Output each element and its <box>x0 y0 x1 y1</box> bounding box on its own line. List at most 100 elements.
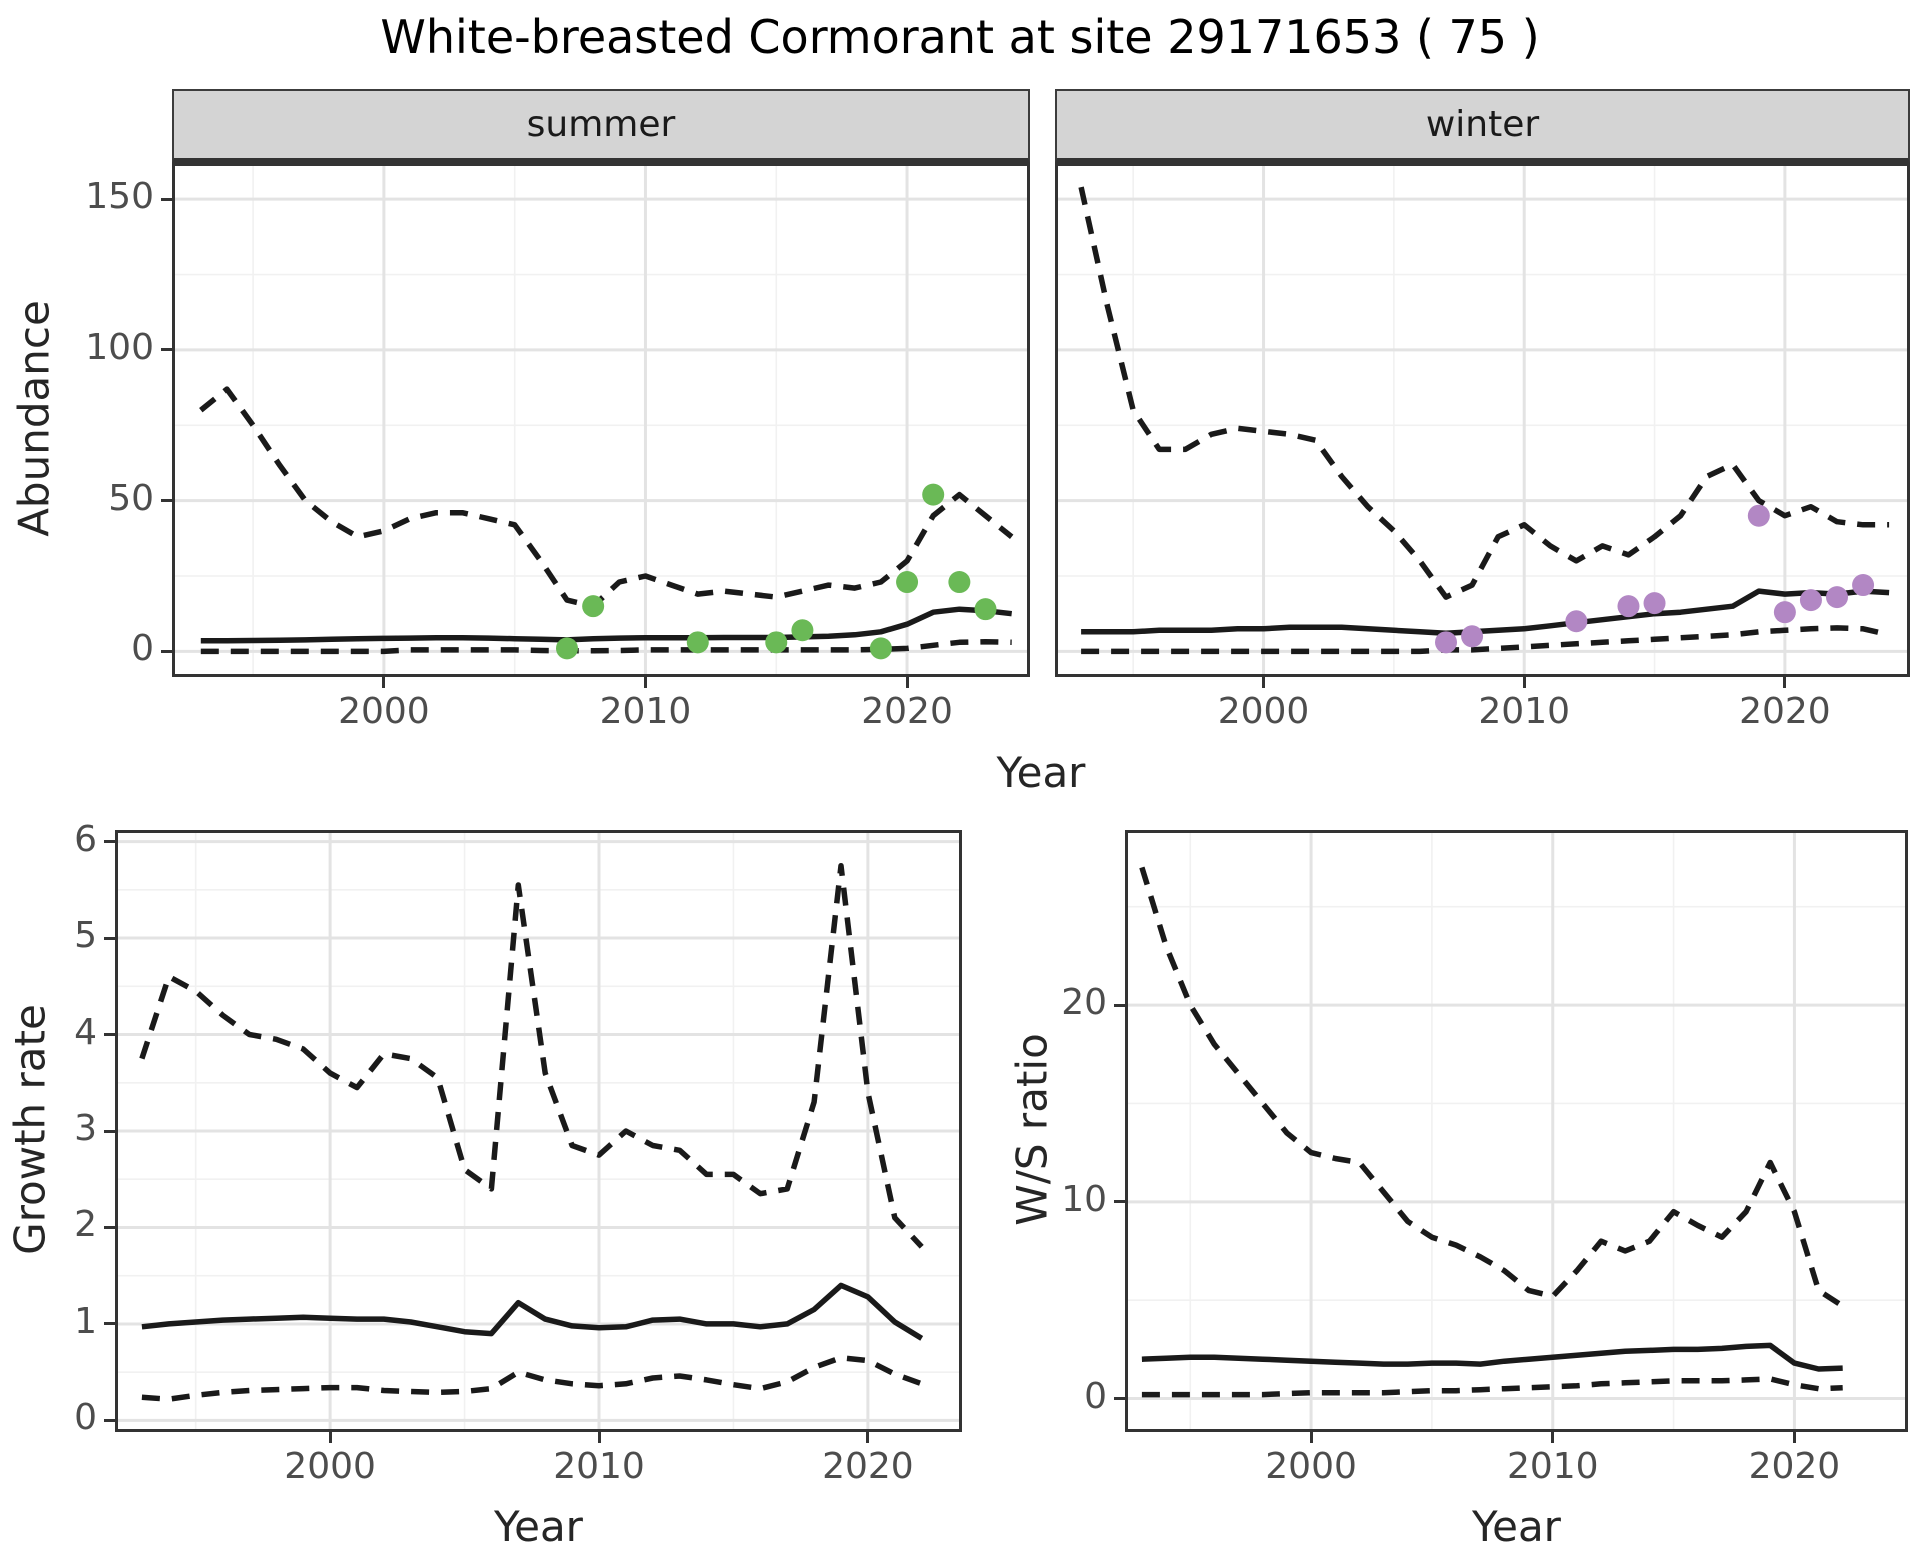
x-tick-label: 2000 <box>1265 1446 1357 1487</box>
data-point <box>922 483 945 506</box>
series-upper_95ci <box>1078 186 1890 600</box>
y-tick <box>104 1418 115 1422</box>
y-tick-label: 5 <box>74 915 97 957</box>
data-point <box>765 631 788 654</box>
panel-abundance-winter <box>1055 163 1910 677</box>
x-tick <box>1522 677 1526 688</box>
y-tick <box>104 936 115 940</box>
data-point <box>1435 631 1458 654</box>
data-point <box>555 637 578 660</box>
x-tick <box>1309 1432 1313 1443</box>
data-point <box>686 631 709 654</box>
x-tick-label: 2010 <box>599 691 692 732</box>
x-tick-label: 2020 <box>1748 1446 1841 1487</box>
chart-svg-summer <box>172 163 1030 677</box>
y-tick <box>161 197 172 201</box>
series-upper_95ci <box>1139 866 1845 1309</box>
series-upper_95ci <box>199 386 1014 609</box>
x-tick-label: 2010 <box>1478 691 1571 732</box>
facet-strip-summer: summer <box>172 89 1030 163</box>
y-tick <box>161 649 172 653</box>
data-point <box>1799 589 1822 612</box>
data-point <box>1747 504 1770 527</box>
data-point <box>896 571 919 594</box>
y-tick <box>161 348 172 352</box>
panel-growth-rate <box>115 830 962 1432</box>
y-tick <box>104 1322 115 1326</box>
x-tick-label: 2000 <box>1217 691 1310 732</box>
panel-abundance-summer <box>172 163 1030 677</box>
x-axis-title-year-growth: Year <box>494 1502 583 1551</box>
x-tick-label: 2020 <box>1739 691 1831 732</box>
x-tick <box>866 1432 870 1443</box>
y-tick <box>1114 1397 1125 1401</box>
x-tick <box>1262 677 1266 688</box>
data-point <box>1461 625 1484 648</box>
x-tick <box>1783 677 1787 688</box>
y-tick <box>1114 1200 1125 1204</box>
y-tick-label: 0 <box>74 1397 97 1439</box>
y-tick <box>104 1033 115 1037</box>
data-point <box>1643 592 1666 615</box>
y-tick <box>1114 1003 1125 1007</box>
y-tick <box>104 840 115 844</box>
y-axis-title-ws-ratio: W/S ratio <box>1007 1033 1057 1226</box>
chart-svg-ws <box>1125 830 1908 1432</box>
facet-strip-winter: winter <box>1055 89 1910 163</box>
x-tick <box>597 1432 601 1443</box>
series-lower_95ci <box>1141 1376 1843 1398</box>
series-median <box>1081 588 1890 637</box>
x-tick-label: 2000 <box>338 691 430 732</box>
data-point <box>948 571 971 594</box>
facet-strip-label: winter <box>1425 104 1540 145</box>
y-tick-label: 50 <box>108 477 154 519</box>
x-tick <box>643 677 647 688</box>
chart-title: White-breasted Cormorant at site 2917165… <box>380 10 1540 64</box>
x-tick <box>905 677 909 688</box>
y-tick-label: 150 <box>85 176 154 218</box>
data-point <box>869 637 892 660</box>
chart-svg-winter <box>1055 163 1910 677</box>
x-tick <box>382 677 386 688</box>
y-tick-label: 0 <box>131 628 154 670</box>
x-tick-label: 2010 <box>1506 1446 1599 1487</box>
data-point <box>974 598 997 621</box>
series-lower_95ci <box>1081 625 1890 655</box>
data-point <box>791 619 814 642</box>
data-point <box>1826 586 1849 609</box>
chart-svg-growth <box>115 830 962 1432</box>
y-tick-label: 4 <box>74 1011 97 1053</box>
x-tick-label: 2020 <box>822 1446 914 1487</box>
y-tick-label: 20 <box>1061 982 1107 1024</box>
x-axis-title-year-ws: Year <box>1472 1502 1561 1551</box>
x-tick <box>1551 1432 1555 1443</box>
series-median <box>200 606 1013 644</box>
data-point <box>1773 601 1796 624</box>
x-tick-label: 2020 <box>861 691 953 732</box>
data-point <box>1565 610 1588 633</box>
y-tick-label: 100 <box>85 326 154 368</box>
y-tick-label: 1 <box>74 1300 97 1342</box>
y-tick <box>161 499 172 503</box>
x-axis-title-year-top: Year <box>996 748 1086 797</box>
data-point <box>1617 595 1640 618</box>
y-tick <box>104 1225 115 1229</box>
y-tick <box>104 1129 115 1133</box>
data-point <box>1852 574 1875 597</box>
panel-ws-ratio <box>1125 830 1908 1432</box>
series-median <box>141 1282 924 1341</box>
facet-strip-label: summer <box>526 104 676 145</box>
y-axis-title-abundance: Abundance <box>9 300 59 537</box>
y-tick-label: 2 <box>74 1204 97 1246</box>
series-lower_95ci <box>141 1354 923 1402</box>
x-tick-label: 2010 <box>553 1446 645 1487</box>
x-tick <box>1792 1432 1796 1443</box>
data-point <box>582 595 605 618</box>
series-median <box>1141 1342 1843 1372</box>
y-tick-label: 6 <box>74 818 97 860</box>
x-tick-label: 2000 <box>284 1446 376 1487</box>
x-tick <box>328 1432 332 1443</box>
series-upper_95ci <box>139 862 924 1249</box>
y-tick-label: 10 <box>1061 1178 1107 1220</box>
